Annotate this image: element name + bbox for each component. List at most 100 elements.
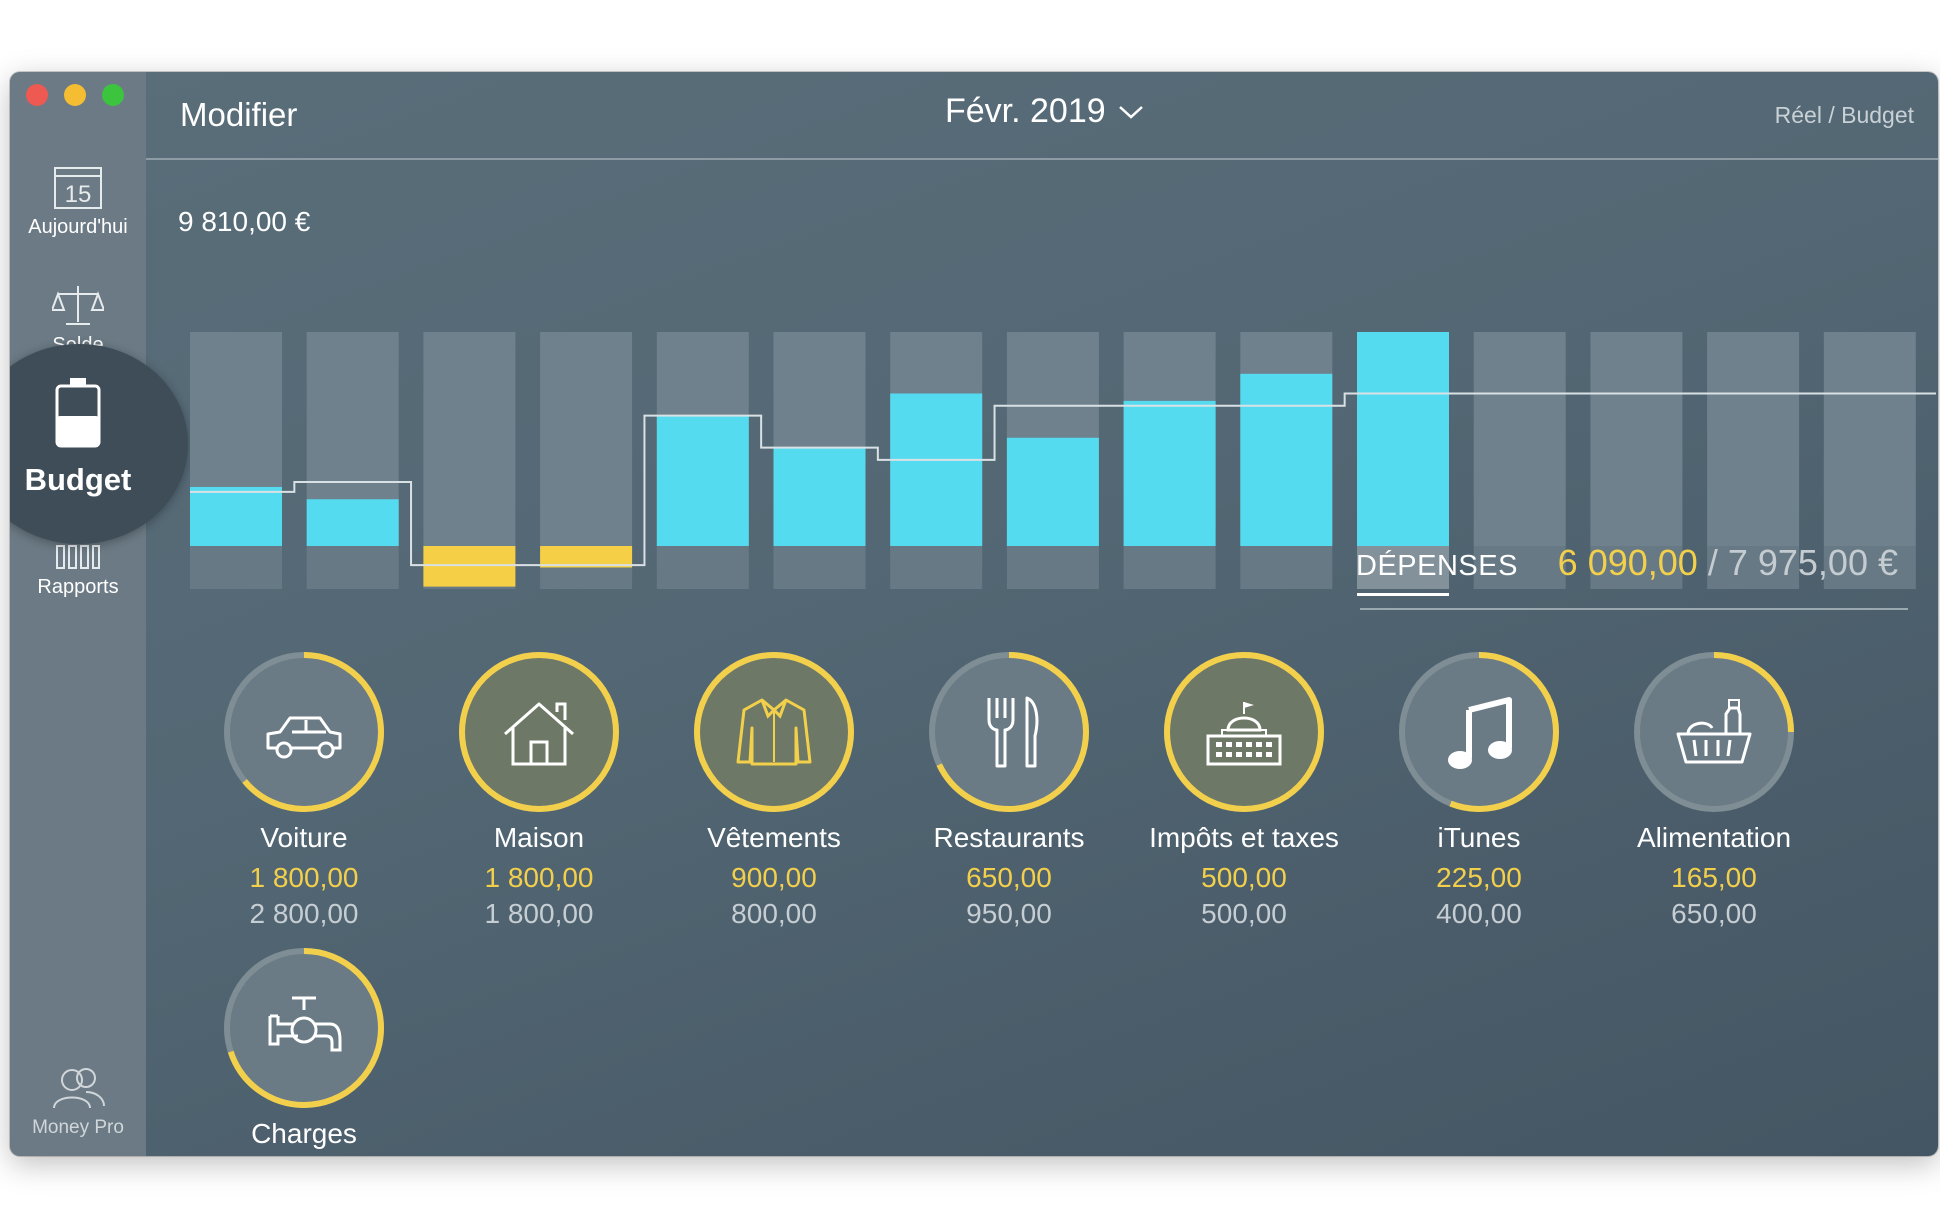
bar-track[interactable] [1707,332,1800,589]
category-spent: 1 800,00 [484,862,594,893]
ring-progress [1399,652,1559,812]
music-note-icon [1448,697,1512,769]
category-spent: 500,00 [1201,862,1287,893]
category-ring [457,650,621,814]
bar-baseline-zone [1590,546,1683,589]
category-spent: 1 800,00 [249,862,359,893]
minimize-window-button[interactable] [64,84,86,106]
bar-track[interactable] [190,332,282,589]
category-restaurants[interactable]: Restaurants 650,00 950,00 [891,650,1127,930]
total-amount: 9 810,00 € [178,206,311,237]
sidebar-item-today[interactable]: 15 Aujourd'hui [10,164,146,239]
category-name: Voiture [260,822,348,853]
bar-chart-icon [56,545,100,569]
category-budget: 950,00 [966,898,1052,929]
ring-progress [224,948,384,1108]
bar [540,546,633,568]
category-ring [222,650,386,814]
bar-baseline-zone [1357,546,1449,589]
bar [423,546,516,587]
selected-bar-indicator [1357,593,1449,596]
edit-button[interactable]: Modifier [180,96,298,133]
bar [656,415,749,546]
bar [1240,373,1333,546]
bar-baseline-zone [1823,546,1916,589]
category-spent: 650,00 [966,862,1052,893]
sidebar-item-budget-label: Budget [24,462,132,497]
bar-baseline-zone [1123,546,1216,589]
category-maison[interactable]: Maison 1 800,00 1 800,00 [421,650,657,930]
users-icon [53,1068,105,1109]
category-ring [1397,650,1561,814]
faucet-icon [268,996,342,1052]
ring-progress [1164,652,1324,812]
expenses-budget: / 7 975,00 € [1707,542,1898,583]
category-budget: 650,00 [1671,898,1757,929]
category-voiture[interactable]: Voiture 1 800,00 2 800,00 [186,650,422,930]
calendar-icon: 15 [54,167,102,209]
bar-track[interactable] [1590,332,1683,589]
progress-ring [224,948,384,1108]
shirt-icon [736,698,812,766]
bar [190,486,282,546]
progress-ring [459,652,619,812]
category-spent: 165,00 [1671,862,1757,893]
chevron-down-icon [1118,105,1143,119]
bar-baseline-zone [1707,546,1800,589]
calendar-day: 15 [65,181,92,208]
bar [1357,332,1449,546]
category-charges[interactable]: Charges [186,946,422,1150]
month-label: Févr. 2019 [945,92,1106,130]
monthly-bar-chart [190,332,1936,596]
progress-ring [929,652,1089,812]
ring-progress [459,652,619,812]
category-ring [1162,650,1326,814]
battery-icon [55,378,101,448]
category-impots-et-taxes[interactable]: Impôts et taxes 500,00 500,00 [1126,650,1362,930]
expenses-divider [1360,608,1908,610]
bar-baseline-zone [190,546,282,589]
category-spent: 225,00 [1436,862,1522,893]
bar-baseline-zone [656,546,749,589]
category-name: Maison [493,822,585,853]
month-selector[interactable]: Févr. 2019 [945,92,1144,131]
category-name: Impôts et taxes [1149,822,1339,853]
close-window-button[interactable] [26,84,48,106]
sidebar-item-budget[interactable]: Budget [10,344,188,544]
bar-baseline-zone [1240,546,1333,589]
window-controls [26,84,124,106]
sidebar: 15 Aujourd'hui Solde Rapports [10,72,146,1156]
basket-icon [1676,699,1752,764]
category-ring [222,946,386,1110]
category-name: Charges [251,1118,357,1149]
bar-baseline-zone [306,546,399,589]
category-vetements[interactable]: Vêtements 900,00 800,00 [656,650,892,930]
category-itunes[interactable]: iTunes 225,00 400,00 [1361,650,1597,930]
category-name: Restaurants [933,822,1085,853]
bar [773,447,866,546]
bar [890,393,983,546]
bar-track[interactable] [306,332,399,589]
ring-progress [694,652,854,812]
zoom-window-button[interactable] [102,84,124,106]
actual-budget-toggle[interactable]: Réel / Budget [1774,102,1914,128]
bar-baseline-zone [1473,546,1566,589]
category-ring [692,650,856,814]
category-budget: 800,00 [731,898,817,929]
category-name: iTunes [1437,822,1521,853]
bar-baseline-zone [1006,546,1099,589]
bar-track[interactable] [1473,332,1566,589]
bar-baseline-zone [890,546,983,589]
ring-progress [1634,652,1794,812]
bar-track[interactable] [1823,332,1916,589]
sidebar-item-money-pro[interactable]: Money Pro [10,1066,146,1139]
category-budget: 400,00 [1436,898,1522,929]
sidebar-item-today-label: Aujourd'hui [28,216,128,238]
sidebar-item-reports[interactable]: Rapports [10,540,146,599]
category-alimentation[interactable]: Alimentation 165,00 650,00 [1596,650,1832,930]
category-ring [1632,650,1796,814]
category-name: Vêtements [707,822,841,853]
progress-ring [1399,652,1559,812]
category-name: Alimentation [1636,822,1792,853]
bar [1123,400,1216,546]
